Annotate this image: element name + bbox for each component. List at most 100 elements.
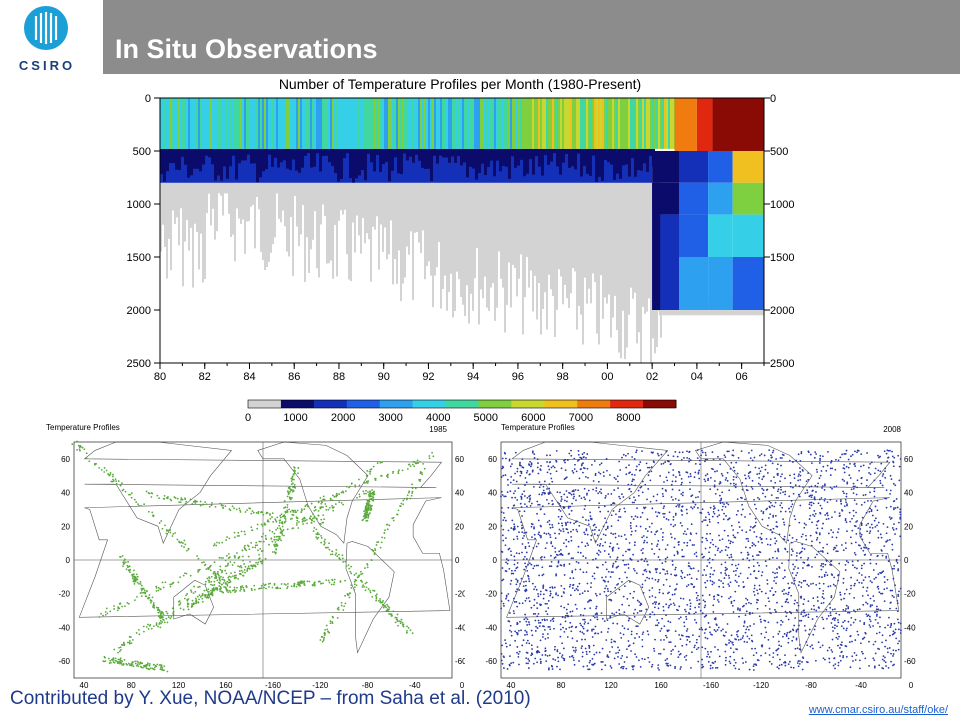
- observation-point: [324, 632, 326, 635]
- observation-point: [673, 593, 676, 596]
- observation-point: [376, 541, 378, 544]
- observation-point: [282, 529, 285, 531]
- observation-point: [227, 576, 230, 579]
- x-tick-label: 96: [512, 371, 524, 383]
- observation-point: [874, 618, 877, 621]
- lat-tick-label: 0: [455, 556, 460, 565]
- observation-point: [706, 579, 709, 582]
- grey-profile-column: [486, 182, 488, 308]
- surface-column: [420, 98, 422, 149]
- band-spike: [538, 148, 541, 167]
- observation-point: [786, 550, 789, 553]
- observation-point: [405, 498, 408, 501]
- observation-point: [123, 560, 126, 562]
- observation-point: [136, 575, 139, 578]
- observation-point: [521, 644, 524, 647]
- observation-point: [186, 605, 189, 608]
- surface-column: [164, 98, 166, 149]
- band-spike: [247, 148, 250, 155]
- observation-point: [204, 595, 207, 598]
- observation-point: [721, 491, 724, 494]
- observation-point: [284, 506, 287, 509]
- observation-point: [877, 588, 880, 590]
- observation-point: [821, 596, 824, 598]
- observation-point: [668, 460, 670, 463]
- band-spike: [472, 148, 475, 169]
- observation-point: [655, 571, 658, 574]
- observation-point: [211, 584, 214, 587]
- observation-point: [860, 564, 863, 567]
- observation-point: [894, 628, 897, 631]
- x-axis: 80 82 84 86 88 90 92 94 96 98 00 02 04 06: [154, 363, 765, 383]
- surface-column: [174, 98, 176, 149]
- grey-profile-column: [498, 182, 500, 252]
- observation-point: [709, 476, 712, 479]
- observation-point: [525, 531, 528, 534]
- observation-point: [364, 582, 367, 585]
- observation-point: [692, 567, 695, 570]
- band-spike: [499, 148, 502, 172]
- grey-profile-column: [174, 182, 176, 224]
- observation-point: [279, 538, 281, 540]
- observation-point: [867, 466, 870, 469]
- observation-point: [766, 582, 769, 585]
- observation-point: [676, 608, 678, 611]
- observation-point: [163, 494, 166, 497]
- observation-point: [350, 584, 353, 587]
- observation-point: [713, 512, 716, 515]
- observation-point: [617, 480, 619, 483]
- band-spike: [547, 148, 550, 165]
- observation-point: [767, 517, 770, 519]
- observation-point: [400, 502, 403, 505]
- observation-point: [803, 548, 806, 550]
- grey-profile-column: [612, 182, 614, 318]
- observation-point: [738, 521, 740, 524]
- observation-point: [654, 596, 657, 599]
- grey-profile-column: [632, 182, 634, 299]
- observation-point: [620, 535, 623, 538]
- observation-point: [818, 462, 821, 464]
- observation-point: [686, 541, 689, 544]
- observation-point: [166, 670, 169, 673]
- grey-profile-column: [450, 182, 452, 274]
- observation-point: [724, 479, 727, 481]
- observation-point: [713, 505, 715, 508]
- observation-point: [774, 590, 777, 593]
- observation-point: [769, 460, 772, 462]
- band-spike: [283, 148, 286, 161]
- observation-point: [893, 456, 896, 459]
- observation-point: [712, 611, 715, 613]
- continent-outline: [506, 497, 900, 618]
- observation-point: [344, 594, 346, 597]
- observation-point: [103, 660, 105, 663]
- observation-point: [385, 523, 388, 526]
- observation-point: [892, 508, 895, 511]
- observation-point: [886, 587, 888, 590]
- observation-point: [795, 574, 798, 577]
- observation-point: [670, 573, 673, 576]
- heatmap-area: [159, 97, 765, 364]
- observation-point: [897, 642, 899, 645]
- observation-point: [535, 625, 537, 628]
- observation-point: [585, 571, 588, 574]
- observation-point: [514, 472, 517, 475]
- observation-point: [668, 511, 671, 514]
- observation-point: [311, 517, 314, 520]
- observation-point: [873, 472, 876, 475]
- observation-point: [895, 649, 897, 652]
- observation-point: [750, 449, 753, 452]
- observation-point: [843, 592, 846, 595]
- observation-point: [787, 663, 790, 665]
- observation-point: [132, 661, 134, 664]
- observation-point: [366, 482, 369, 484]
- observation-point: [837, 621, 840, 624]
- surface-column: [610, 98, 612, 149]
- observation-point: [560, 595, 563, 598]
- observation-point: [685, 643, 688, 646]
- observation-point: [555, 573, 558, 576]
- observation-point: [549, 460, 552, 463]
- surface-column: [618, 98, 620, 149]
- observation-point: [657, 607, 660, 610]
- band-spike: [322, 148, 325, 157]
- grey-profile-column: [340, 182, 342, 211]
